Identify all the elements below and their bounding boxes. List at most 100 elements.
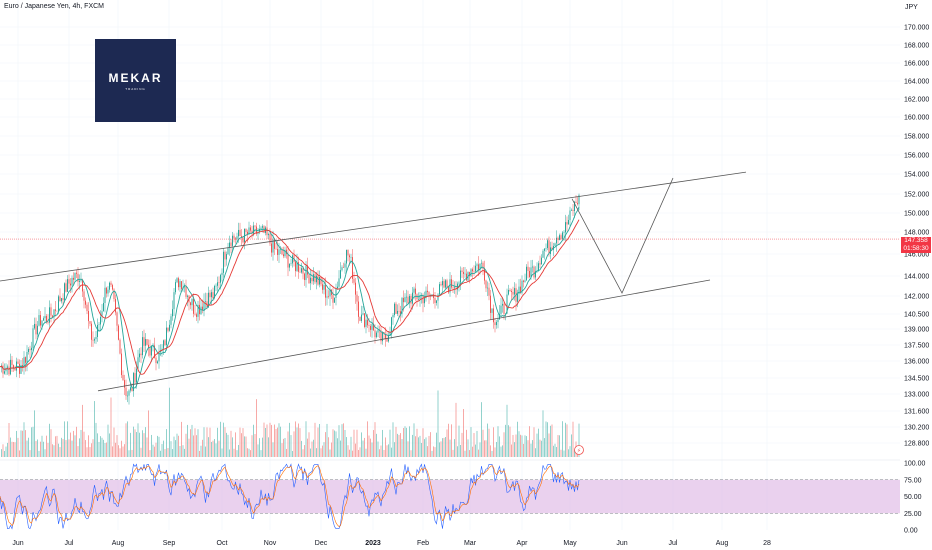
candle-body bbox=[364, 313, 365, 327]
candle-body bbox=[374, 330, 376, 338]
volume-bar bbox=[427, 446, 428, 457]
candle-body bbox=[343, 267, 344, 268]
volume-bar bbox=[443, 437, 445, 457]
volume-bar bbox=[67, 421, 68, 457]
candle-body bbox=[44, 316, 46, 319]
candle-body bbox=[298, 262, 299, 272]
volume-bar bbox=[574, 449, 575, 457]
volume-bar bbox=[331, 442, 332, 457]
candle-body bbox=[389, 331, 391, 336]
volume-bar bbox=[560, 449, 562, 457]
candle-body bbox=[185, 286, 187, 297]
volume-bar bbox=[247, 448, 248, 457]
candle-body bbox=[472, 269, 473, 272]
volume-bar bbox=[524, 435, 526, 457]
candle-body bbox=[109, 282, 110, 290]
candle-body bbox=[569, 210, 571, 221]
candle-body bbox=[121, 353, 122, 376]
symbol-title: Euro / Japanese Yen, 4h, FXCM bbox=[4, 3, 105, 10]
volume-bar bbox=[209, 427, 211, 457]
volume-bar bbox=[131, 449, 133, 457]
candle-body bbox=[5, 367, 7, 372]
volume-bar bbox=[7, 442, 8, 457]
candle-body bbox=[203, 301, 205, 311]
oscillator-tick-label: 25.00 bbox=[904, 511, 922, 518]
volume-bar bbox=[200, 445, 202, 457]
volume-bar bbox=[188, 438, 190, 457]
candle-body bbox=[485, 280, 487, 289]
candle-body bbox=[158, 352, 160, 362]
candle-body bbox=[217, 282, 218, 286]
volume-bar bbox=[395, 426, 397, 457]
volume-bar bbox=[17, 437, 19, 457]
candle-body bbox=[344, 263, 346, 268]
volume-bar bbox=[439, 442, 440, 457]
candle-body bbox=[218, 282, 220, 283]
volume-bar bbox=[226, 432, 227, 457]
volume-bar bbox=[503, 432, 505, 457]
volume-bar bbox=[215, 443, 217, 457]
volume-bar bbox=[59, 447, 61, 457]
candle-body bbox=[452, 287, 454, 289]
candle-body bbox=[410, 295, 412, 304]
volume-bar bbox=[227, 434, 229, 457]
alert-icon[interactable] bbox=[574, 445, 584, 455]
volume-bar bbox=[91, 443, 92, 457]
y-tick-label: 164.000 bbox=[904, 79, 929, 86]
volume-bar bbox=[508, 425, 509, 457]
volume-bar bbox=[139, 432, 140, 457]
candle-body bbox=[83, 291, 85, 301]
volume-bar bbox=[401, 439, 403, 457]
volume-bar bbox=[154, 446, 155, 457]
candle-body bbox=[527, 266, 529, 271]
candle-body bbox=[449, 279, 451, 293]
y-tick-label: 133.000 bbox=[904, 392, 929, 399]
candle-body bbox=[241, 235, 242, 238]
candle-body bbox=[110, 282, 112, 286]
candle-body bbox=[355, 282, 356, 295]
volume-bar bbox=[541, 440, 542, 457]
volume-bar bbox=[203, 427, 205, 457]
volume-bar bbox=[485, 440, 487, 457]
candle-body bbox=[178, 278, 179, 288]
volume-bar bbox=[377, 441, 379, 457]
candle-body bbox=[79, 280, 80, 282]
candle-body bbox=[436, 300, 437, 303]
volume-bar bbox=[434, 447, 436, 457]
candle-body bbox=[80, 280, 82, 281]
candle-body bbox=[307, 265, 308, 275]
volume-bar bbox=[413, 423, 415, 457]
volume-bar bbox=[41, 435, 43, 457]
candle-body bbox=[175, 282, 176, 293]
volume-bar bbox=[163, 440, 164, 457]
candle-body bbox=[179, 281, 181, 288]
volume-bar bbox=[481, 402, 482, 457]
candle-body bbox=[62, 298, 64, 301]
candle-body bbox=[262, 226, 263, 228]
candle-body bbox=[301, 268, 302, 273]
candle-body bbox=[205, 301, 206, 302]
x-tick-label: Jul bbox=[65, 540, 74, 547]
candle-body bbox=[278, 249, 280, 255]
candle-body bbox=[506, 294, 508, 314]
candle-body bbox=[59, 296, 61, 302]
volume-bar bbox=[122, 446, 124, 457]
candle-body bbox=[118, 325, 119, 340]
candle-body bbox=[482, 262, 484, 269]
volume-bar bbox=[289, 422, 290, 457]
y-tick-label: 158.000 bbox=[904, 134, 929, 141]
candle-body bbox=[532, 266, 533, 268]
candle-body bbox=[187, 295, 188, 297]
mekar-logo: MEKAR TRADING bbox=[95, 39, 176, 122]
volume-bar bbox=[244, 436, 245, 457]
volume-bar bbox=[449, 439, 451, 457]
volume-bar bbox=[409, 426, 410, 457]
volume-bar bbox=[470, 427, 472, 457]
volume-bar bbox=[472, 446, 473, 457]
candle-body bbox=[271, 243, 272, 253]
candle-body bbox=[574, 201, 575, 211]
volume-bar bbox=[466, 429, 467, 457]
volume-bar bbox=[271, 424, 272, 457]
candle-body bbox=[509, 289, 511, 291]
